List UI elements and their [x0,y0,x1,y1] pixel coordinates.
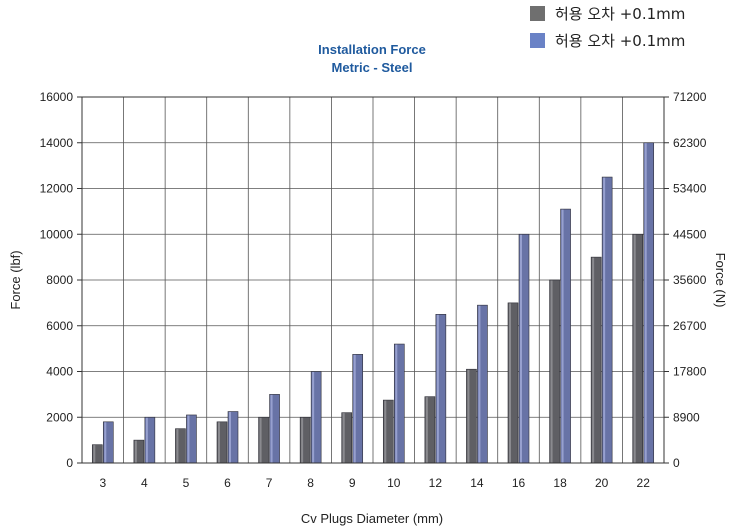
x-tick-label: 20 [595,476,609,490]
y-tick-label: 16000 [40,90,74,104]
x-axis-label: Cv Plugs Diameter (mm) [301,511,443,526]
y-tick-label: 0 [66,456,73,470]
bar-highlight [384,400,387,463]
x-tick-label: 14 [470,476,484,490]
bar-highlight [270,394,273,463]
y-tick-label: 12000 [40,182,74,196]
legend-swatch-series-1 [530,6,545,21]
bar-highlight [104,422,107,463]
y2-tick-label: 44500 [673,227,707,241]
y2-tick-label: 71200 [673,90,707,104]
legend-label-series-1: 허용 오차 +0.1mm [555,5,685,23]
bar-highlight [592,257,595,463]
bar-highlight [436,314,439,463]
y2-axis-label: Force (N) [713,253,728,308]
x-tick-label: 3 [99,476,106,490]
y-axis-label: Force (lbf) [8,250,23,309]
y-tick-label: 4000 [46,365,73,379]
bar-highlight [93,445,96,463]
bar-highlight [561,209,564,463]
y2-tick-label: 62300 [673,136,707,150]
x-tick-label: 18 [553,476,567,490]
bar-highlight [633,234,636,463]
x-tick-label: 16 [512,476,526,490]
bar-highlight [509,303,511,463]
x-tick-label: 4 [141,476,148,490]
x-tick-label: 9 [349,476,356,490]
bar-highlight [550,280,553,463]
bar-highlight [478,305,481,463]
legend-swatch-series-2 [530,33,545,48]
bar-highlight [229,412,231,463]
bar-highlight [353,354,356,463]
bar-highlight [425,397,428,463]
y2-tick-label: 8900 [673,410,700,424]
bar-highlight [301,417,304,463]
bar-highlight [145,417,148,463]
bar-highlight [187,415,190,463]
bar-highlight [342,413,345,463]
bar-highlight [395,344,398,463]
x-tick-label: 6 [224,476,231,490]
bar-highlight [176,429,179,463]
y-tick-label: 6000 [46,319,73,333]
x-tick-label: 5 [183,476,190,490]
chart-subtitle: Metric - Steel [332,60,413,75]
y2-tick-label: 35600 [673,273,707,287]
bar-highlight [644,143,647,463]
x-tick-label: 7 [266,476,273,490]
y-tick-label: 2000 [46,410,73,424]
chart-title: Installation Force [318,42,426,57]
y2-tick-label: 53400 [673,182,707,196]
bar-highlight [603,177,606,463]
y2-tick-label: 17800 [673,365,707,379]
y2-tick-label: 26700 [673,319,707,333]
y2-tick-label: 0 [673,456,680,470]
x-tick-label: 10 [387,476,401,490]
bar-highlight [312,372,315,463]
y-tick-label: 14000 [40,136,74,150]
bar-highlight [467,369,470,463]
grid-lines [81,96,665,464]
y-tick-label: 10000 [40,227,74,241]
bar-highlight [520,234,522,463]
legend: 허용 오차 +0.1mm 허용 오차 +0.1mm [530,5,685,50]
bar-highlight [259,417,262,463]
x-tick-label: 12 [429,476,443,490]
x-tick-label: 8 [307,476,314,490]
bars [91,142,655,464]
x-tick-label: 22 [637,476,651,490]
tick-labels: 0200040006000800010000120001400016000089… [40,90,707,490]
bar-highlight [134,440,137,463]
legend-label-series-2: 허용 오차 +0.1mm [555,32,685,50]
y-tick-label: 8000 [46,273,73,287]
bar-highlight [218,422,220,463]
